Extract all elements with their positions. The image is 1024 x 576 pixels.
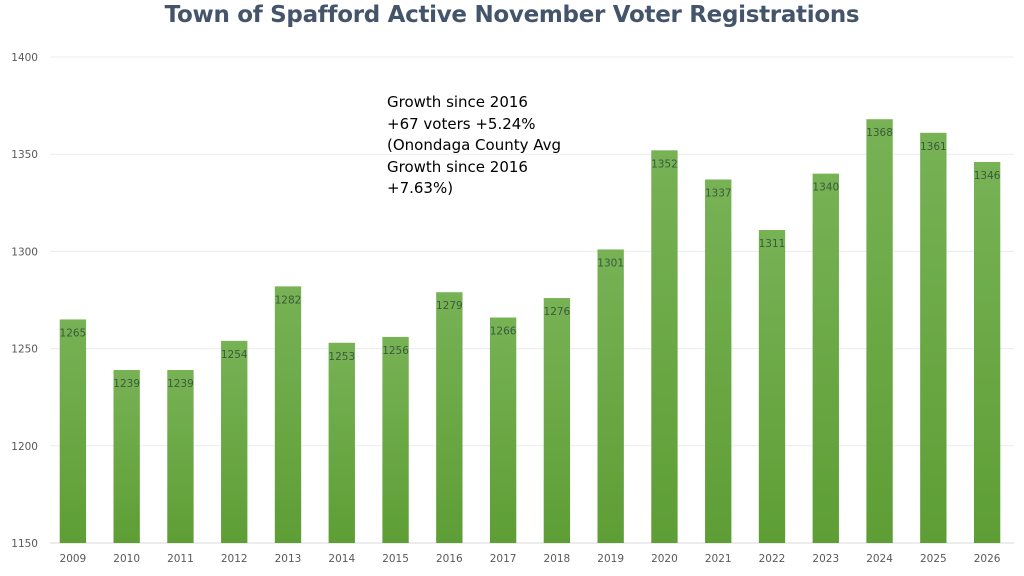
bars — [59, 119, 1001, 544]
y-axis-ticks: 1150 1200 1250 1300 1350 1400 — [11, 52, 38, 550]
bar — [382, 336, 409, 543]
data-label: 1279 — [436, 300, 463, 312]
bar — [705, 179, 732, 544]
bar — [221, 340, 248, 543]
bar — [543, 298, 571, 543]
bar — [758, 230, 786, 544]
bar — [436, 292, 463, 543]
bar — [167, 369, 194, 543]
chart-title: Town of Spafford Active November Voter R… — [164, 2, 860, 28]
x-tick-label: 2016 — [436, 553, 463, 565]
x-tick-label: 2013 — [275, 553, 302, 565]
x-tick-label: 2012 — [221, 553, 248, 565]
annotation-line: Growth since 2016 — [387, 93, 528, 111]
y-tick-label: 1300 — [11, 246, 38, 258]
bar — [973, 161, 1001, 543]
annotation-line: (Onondaga County Avg — [387, 136, 562, 154]
data-label: 1340 — [812, 182, 839, 194]
x-tick-label: 2014 — [328, 553, 355, 565]
bar — [328, 342, 355, 543]
x-tick-label: 2024 — [866, 553, 893, 565]
bar — [812, 173, 839, 543]
data-label: 1265 — [60, 327, 87, 339]
data-label: 1256 — [382, 345, 409, 357]
data-label: 1301 — [597, 257, 624, 269]
gridlines — [50, 56, 1014, 544]
y-tick-label: 1250 — [11, 344, 38, 356]
growth-annotation: Growth since 2016 +67 voters +5.24% (Ono… — [387, 92, 561, 200]
x-tick-label: 2015 — [382, 553, 409, 565]
y-tick-label: 1200 — [11, 441, 38, 453]
bar — [113, 369, 140, 543]
data-label: 1311 — [759, 238, 786, 250]
y-tick-label: 1400 — [11, 52, 38, 64]
data-label: 1352 — [651, 158, 678, 170]
bar — [651, 150, 678, 543]
data-label: 1254 — [221, 349, 248, 361]
annotation-line: Growth since 2016 — [387, 157, 528, 176]
x-tick-label: 2020 — [651, 553, 678, 565]
data-label: 1266 — [490, 325, 517, 337]
data-label: 1239 — [167, 378, 194, 390]
data-label: 1361 — [920, 141, 947, 153]
x-tick-label: 2021 — [705, 553, 732, 565]
bar — [597, 249, 624, 543]
x-tick-label: 2010 — [113, 553, 140, 565]
x-tick-label: 2022 — [759, 553, 786, 565]
data-label: 1282 — [275, 294, 302, 306]
bar — [866, 119, 893, 543]
x-tick-label: 2023 — [812, 553, 839, 565]
x-tick-label: 2017 — [490, 553, 517, 565]
x-tick-label: 2019 — [597, 553, 624, 565]
bar — [489, 317, 517, 543]
x-tick-label: 2009 — [60, 553, 87, 565]
annotation-line: +7.63%) — [387, 179, 454, 197]
y-tick-label: 1350 — [11, 149, 38, 161]
data-label: 1239 — [113, 378, 140, 390]
annotation-line: +67 voters +5.24% — [387, 114, 536, 133]
bar — [274, 286, 302, 543]
x-tick-label: 2011 — [167, 553, 194, 565]
data-labels: 1265 1239 1239 1254 1282 1253 1256 1279 1266 1276… — [60, 127, 1001, 390]
x-tick-label: 2025 — [920, 553, 947, 565]
bar — [920, 132, 947, 544]
data-label: 1346 — [974, 170, 1001, 182]
x-axis-ticks: 2009 2010 2011 2012 2013 2014 2015 2016 2017 2018… — [60, 553, 1001, 565]
data-label: 1337 — [705, 187, 732, 199]
bar — [59, 319, 87, 543]
x-tick-label: 2026 — [974, 553, 1001, 565]
data-label: 1276 — [544, 306, 571, 318]
data-label: 1368 — [866, 127, 893, 139]
data-label: 1253 — [328, 351, 355, 363]
x-tick-label: 2018 — [544, 553, 571, 565]
y-tick-label: 1150 — [11, 538, 38, 550]
